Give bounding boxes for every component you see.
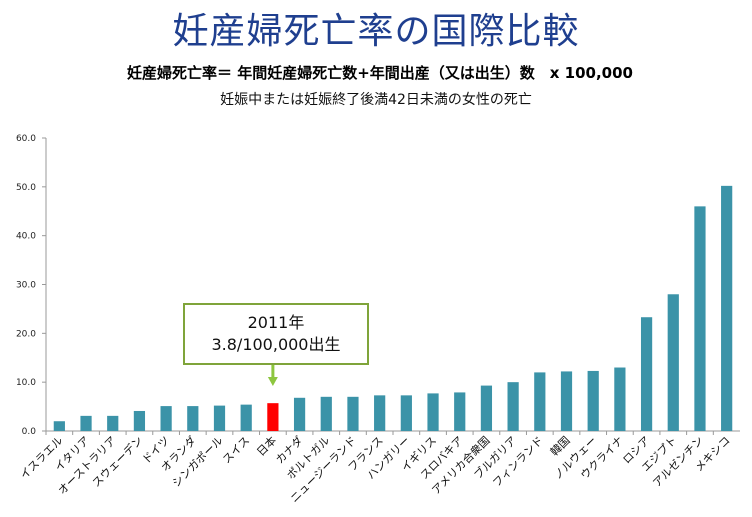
y-tick-label: 30.0 [16,281,36,291]
callout-year: 2011年 [247,313,305,332]
bar-11 [347,396,359,431]
subtitle: 妊娠中または妊娠終了後満42日未満の女性の死亡 [220,92,532,108]
bar-5 [187,406,199,431]
bar-21 [614,367,626,431]
bar-25 [721,185,733,431]
bar-12 [374,395,386,431]
y-tick-labels: 0.0 10.0 20.0 30.0 40.0 50.0 60.0 [16,134,46,437]
y-tick-label: 0.0 [22,427,37,437]
bar-19 [560,371,573,431]
bar-20 [587,370,599,431]
callout-arrow [267,365,278,386]
bar-22 [640,317,653,431]
bar-13 [400,395,412,431]
bar-4 [160,406,172,431]
y-tick-label: 40.0 [16,232,36,242]
bar-10 [320,396,332,431]
chart-axes [45,138,740,432]
bar-2 [107,415,119,431]
x-tick-label: スイス [220,434,252,466]
bar-7 [240,404,252,431]
bar-6 [213,405,226,431]
y-tick-label: 50.0 [16,183,36,193]
bar-14 [427,393,439,431]
y-tick-label: 10.0 [16,378,36,388]
bar-24 [694,206,706,431]
bar-17 [507,382,519,431]
bar-0 [53,421,65,431]
page-title: 妊産婦死亡率の国際比較 [172,11,580,52]
formula-text: 妊産婦死亡率＝ 年間妊産婦死亡数+年間出産（又は出生）数 x 100,000 [126,64,633,82]
bar-23 [667,294,679,431]
bar-18 [534,372,546,431]
japan-callout: 2011年 3.8/100,000出生 [183,303,369,365]
y-tick-label: 20.0 [16,329,36,339]
bar-8 [267,403,279,431]
arrow-head [267,377,278,386]
callout-rate: 3.8/100,000出生 [211,335,341,354]
bar-9 [293,397,306,431]
y-tick-label: 60.0 [16,134,36,144]
bar-16 [480,385,493,431]
bar-15 [454,392,466,431]
bar-1 [80,415,92,431]
bars [53,185,733,431]
bar-3 [133,410,146,431]
